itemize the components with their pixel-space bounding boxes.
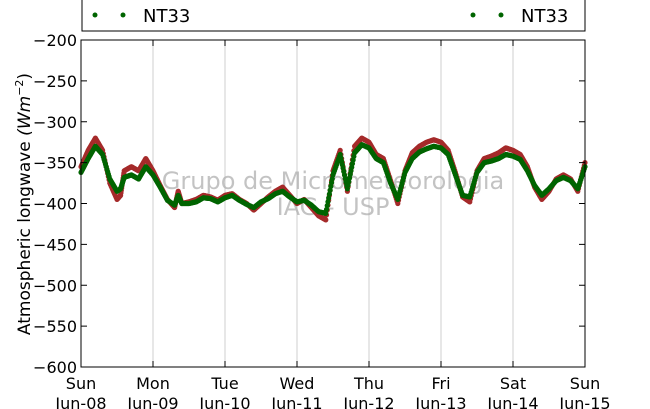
data-point xyxy=(323,206,330,213)
x-tick-label-date: Jun-13 xyxy=(414,394,466,409)
x-tick-label-day: Fri xyxy=(431,374,450,393)
data-point xyxy=(327,187,333,193)
x-tick-label-date: Jun-14 xyxy=(486,394,538,409)
y-axis-label-text: Atmospheric longwave xyxy=(15,141,35,335)
x-tick-label-day: Sun xyxy=(66,374,96,393)
y-tick-label: −300 xyxy=(33,113,77,132)
axis-ticks xyxy=(80,39,586,368)
y-axis-label-unit-close: ) xyxy=(15,73,35,80)
x-tick-label-date: Jun-15 xyxy=(558,394,610,409)
y-tick-label: −600 xyxy=(33,358,77,377)
data-point xyxy=(326,195,332,201)
x-axis-tick-labels: SunJun-08MonJun-09TueJun-10WedJun-11ThuJ… xyxy=(54,374,610,409)
x-tick-label-date: Jun-10 xyxy=(198,394,250,409)
data-point xyxy=(324,203,330,209)
x-tick-label-day: Tue xyxy=(210,374,238,393)
y-axis-tick-labels: −600 −550 −500 −450 −400 −350 −300 −250 −200 xyxy=(33,31,77,377)
x-tick-label-day: Sat xyxy=(500,374,526,393)
y-tick-label: −500 xyxy=(33,276,77,295)
y-tick-label: −200 xyxy=(33,31,77,50)
y-tick-label: −450 xyxy=(33,235,77,254)
legend-entry-label: NT33 xyxy=(521,6,568,27)
legend-marker xyxy=(470,12,476,18)
legend-marker xyxy=(92,12,98,18)
x-tick-label-day: Thu xyxy=(353,374,384,393)
x-tick-label-date: Jun-09 xyxy=(126,394,178,409)
legend-marker xyxy=(498,12,504,18)
legend-marker xyxy=(120,12,126,18)
y-axis-label-unit: (Wm xyxy=(15,96,35,136)
y-tick-label: −400 xyxy=(33,195,77,214)
y-tick-label: −550 xyxy=(33,317,77,336)
x-tick-label-day: Wed xyxy=(280,374,315,393)
legend-entry-right: NT33 xyxy=(470,6,568,27)
y-tick-label: −350 xyxy=(33,154,77,173)
y-axis-label: Atmospheric longwave (Wm−2) xyxy=(13,73,35,335)
series-layer xyxy=(78,135,588,223)
x-tick-label-day: Mon xyxy=(136,374,170,393)
x-tick-label-day: Sun xyxy=(570,374,600,393)
x-tick-label-date: Jun-11 xyxy=(270,394,322,409)
y-tick-label: −250 xyxy=(33,72,77,91)
data-point xyxy=(329,176,335,182)
x-tick-label-date: Jun-08 xyxy=(54,394,106,409)
legend: NT33 NT33 xyxy=(81,0,586,32)
legend-entry-left: NT33 xyxy=(92,6,190,27)
series-2 xyxy=(78,142,588,216)
legend-entry-label: NT33 xyxy=(143,6,190,27)
data-point xyxy=(325,199,331,205)
y-axis-label-unit-exponent: −2 xyxy=(13,80,26,96)
data-point xyxy=(323,210,329,216)
data-point xyxy=(328,179,335,186)
data-point xyxy=(323,217,329,223)
x-tick-label-date: Jun-12 xyxy=(342,394,394,409)
data-point xyxy=(326,191,332,197)
data-point xyxy=(328,183,334,190)
data-point xyxy=(337,147,343,153)
